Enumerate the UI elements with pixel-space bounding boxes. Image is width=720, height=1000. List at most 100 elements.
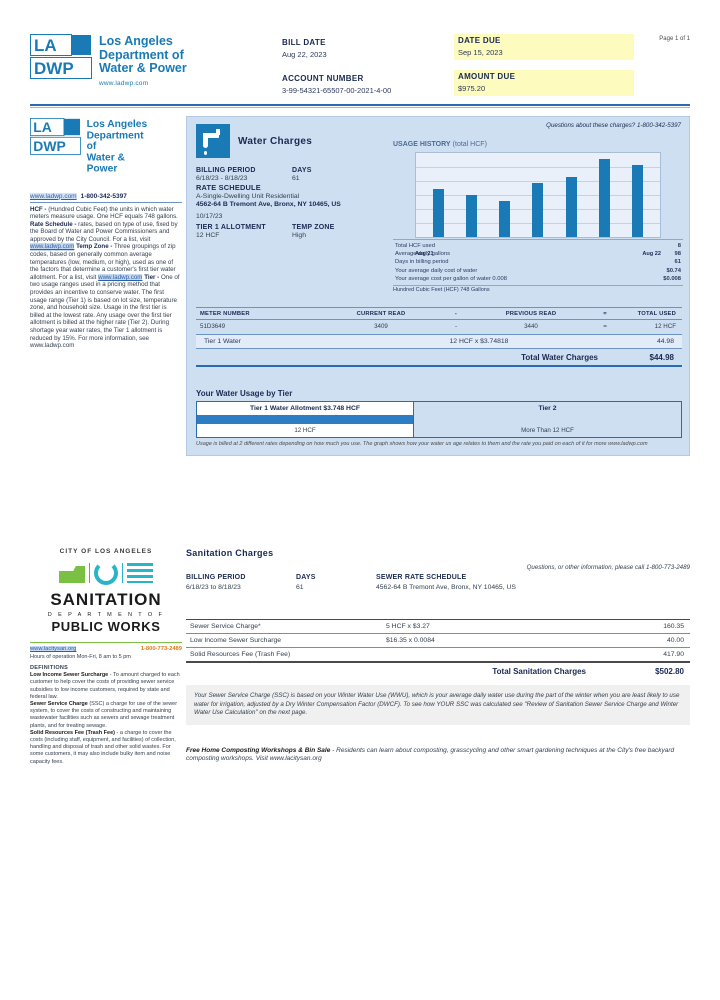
glossary-text: HCF - (Hundred Cubic Feet) the units in … [30,206,182,350]
glossary-phone: 1-800-342-5397 [80,192,127,200]
temp-zone-value: High [292,232,306,239]
bill-header: LA DWP Los Angeles Department of Water &… [30,34,690,106]
glossary-website-link[interactable]: www.ladwp.com [30,192,77,200]
sanitation-definitions: DEFINITIONS Low Income Sewer Surcharge -… [30,665,182,766]
faucet-icon [196,124,230,158]
sanitation-definition: Sewer Service Charge (SSC) a charge for … [30,701,182,730]
sanitation-charges-panel: Sanitation Charges Questions, or other i… [186,548,690,764]
definition-text: - a charge to cover the costs (including… [30,729,176,765]
tier-2-block: Tier 2 More Than 12 HCF [413,402,681,437]
tier-1-usage-bar [197,415,413,424]
brand-line-2: Department of [99,47,184,62]
tier-1-header: Tier 1 Water Allotment $3.748 HCF [249,405,361,412]
sanitation-days-label: DAYS [296,574,316,581]
sanitation-total-label: Total Sanitation Charges [492,666,586,676]
chart-bar [631,165,643,237]
account-number-field: ACCOUNT NUMBER 3-99-54321-65507-00-2021-… [282,74,391,95]
sanitation-divider [30,642,182,643]
hcf-definition: (Hundred Cubic Feet) the units in which … [30,205,178,221]
tier-2-usage-bar [414,415,681,424]
temp-zone-link[interactable]: www.ladwp.com [98,273,143,282]
usage-stat-value: $0.008 [663,275,681,282]
hcf-term: HCF - [30,205,47,213]
composting-promo-title: Free Home Composting Workshops & Bin Sal… [186,746,331,754]
usage-stat-value: 61 [674,259,681,266]
water-billing-info: BILLING PERIOD DAYS 6/18/23 - 8/18/23 61… [196,167,386,240]
meter-column-header: CURRENT READ [356,310,406,317]
temp-zone-label: TEMP ZONE [292,224,335,231]
sewer-service-charge-note: Your Sewer Service Charge (SSC) is based… [186,685,690,725]
water-billing-period-value: 6/18/23 - 8/18/23 [196,175,248,182]
date-due-field: DATE DUE Sep 15, 2023 [454,34,634,60]
date-due-value: Sep 15, 2023 [458,48,503,57]
chart-bar [565,177,577,237]
sanitation-definition: Low Income Sewer Surcharge - To amount c… [30,672,182,701]
meter-cell: - [454,323,458,330]
sanitation-website-link[interactable]: www.lacitysan.org [30,646,77,652]
brand-line-2-sidebar: Department of [86,129,144,152]
water-rate-schedule-label: RATE SCHEDULE [196,183,261,192]
ladwp-wordmark: Los Angeles Department of Water & Power … [99,34,187,87]
tier-section-title: Your Water Usage by Tier [196,389,293,398]
sanitation-line-amount: 40.00 [666,637,684,644]
ladwp-website-link[interactable]: www.ladwp.com [99,79,149,87]
tier-1-block: Tier 1 Water Allotment $3.748 HCF 12 HCF [197,402,413,437]
chart-bars [416,153,660,237]
sanitation-days-value: 61 [296,584,304,591]
chart-x-tick-last: Aug 22 [642,251,661,257]
tier-1-footer: 12 HCF [294,427,316,434]
hcf-conversion-note: Hundred Cubic Feet (HCF) 748 Gallons [393,284,683,293]
rate-schedule-link[interactable]: www.ladwp.com [30,243,75,252]
sanitation-billing-info: BILLING PERIOD 6/18/23 to 8/18/23 DAYS 6… [186,574,690,591]
meter-table-header: METER NUMBER CURRENT READ - PREVIOUS READ = T… [196,307,682,320]
tier-term: Tier - [144,273,160,281]
usage-stat-value: 8 [677,243,681,250]
rate-definition: rates, based on type of use, fixed by th… [30,220,178,243]
brand-line-3-sidebar: Water & Power [86,151,125,174]
water-waves-icon [127,563,153,583]
ladwp-logo-sidebar: LA DWP Los Angeles Department of Water &… [30,118,155,174]
sanitation-line-amount: 160.35 [663,623,684,630]
water-charge-amount: 44.98 [656,338,674,345]
sanitation-line-calc [386,651,600,658]
logo-la-text-sidebar: LA [30,118,81,137]
sanitation-billing-period-value: 6/18/23 to 8/18/23 [186,584,241,591]
chart-bar [499,201,511,237]
definition-term: Solid Resources Fee (Trash Fee) [30,729,115,736]
water-service-address: 4562-64 B Tremont Ave, Bronx, NY 10465, … [196,201,341,208]
usage-stat-value: 98 [674,251,681,258]
meter-cell: 51D3649 [200,323,226,330]
meter-cell: 3440 [524,323,538,330]
bill-date-field: BILL DATE Aug 22, 2023 [282,38,327,59]
sanitation-line-name: Sewer Service Charge* [190,623,261,630]
bill-date-label: BILL DATE [282,38,326,47]
water-rate-schedule-value: A-Single-Dwelling Unit Residential [196,193,300,200]
definition-text: - To amount charged to each customer to … [30,672,180,700]
meter-column-header: - [454,310,458,317]
water-days-label: DAYS [292,167,312,174]
table-row: Solid Resources Fee (Trash Fee) 417.90 [186,647,690,661]
amount-due-field: AMOUNT DUE $975.20 [454,70,634,96]
tier1-allotment-value: 12 HCF [196,232,220,239]
ladwp-logo: LA DWP Los Angeles Department of Water &… [30,34,690,87]
sanitation-total-amount: $502.80 [655,666,684,676]
meter-column-header: TOTAL USED [637,310,676,317]
water-charge-name: Tier 1 Water [204,338,241,345]
table-row: Sewer Service Charge* 5 HCF x $3.27 160.35 [186,619,690,633]
tier1-allotment-label: TIER 1 ALLOTMENT [196,224,266,231]
amount-due-value: $975.20 [458,84,486,93]
header-divider [30,104,690,106]
water-usage-stats: Total HCF used 8 Average daily gallons 98 Da… [393,239,683,293]
water-charge-line: Tier 1 Water 12 HCF x $3.74818 44.98 [196,334,682,349]
sanitation-line-calc: 5 HCF x $3.27 [386,623,430,630]
chart-x-axis: Aug 21 Aug 22 [415,251,661,257]
sanitation-charges-title: Sanitation Charges [186,548,274,558]
sanitation-line-items: Sewer Service Charge* 5 HCF x $3.27 160.35… [186,619,690,661]
usage-stat-row: Your average cost per gallon of water 0.… [393,275,683,283]
definitions-header: DEFINITIONS [30,665,69,671]
header-divider-secondary [30,107,690,108]
meter-reading-table: METER NUMBER CURRENT READ - PREVIOUS READ = T… [196,307,682,367]
page-number: Page 1 of 1 [659,36,690,42]
meter-cell: 12 HCF [654,323,676,330]
sanitation-questions-text: Questions, or other information, please … [526,564,690,571]
